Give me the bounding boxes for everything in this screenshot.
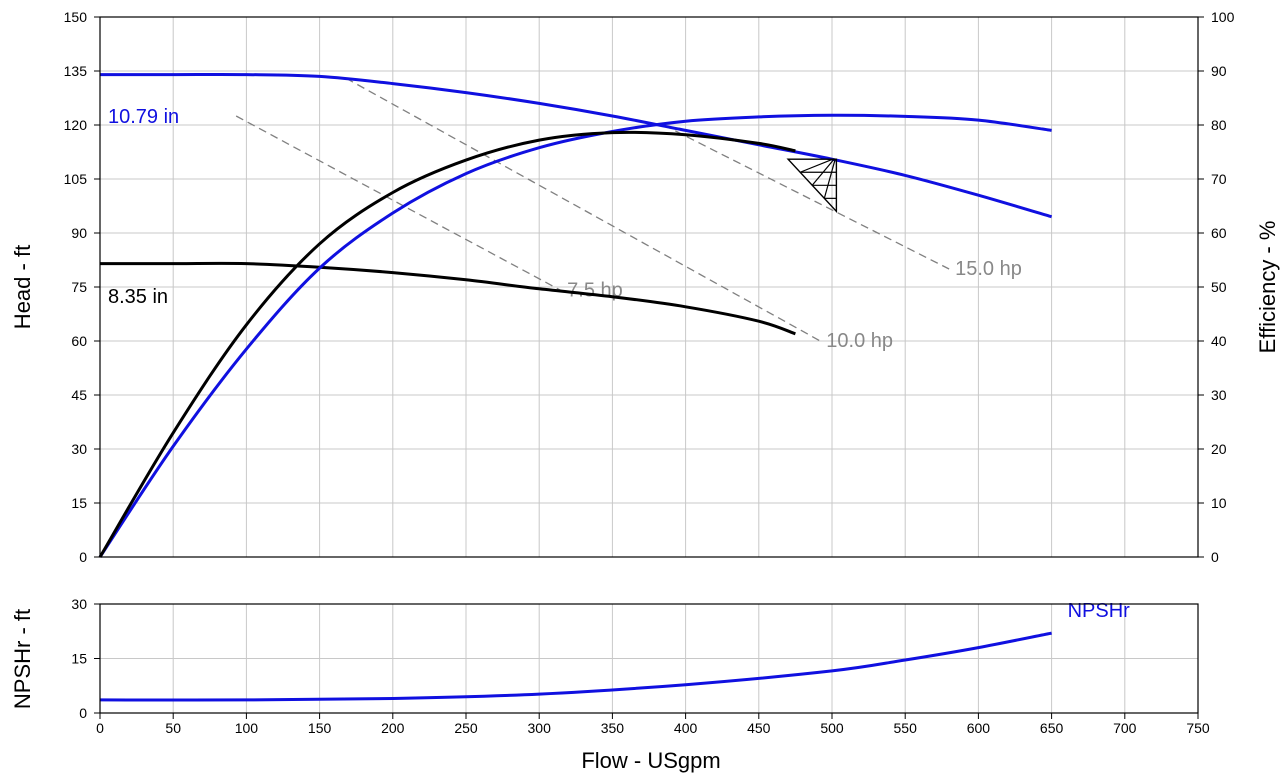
flow-tick-label: 200 <box>381 720 405 736</box>
flow-tick-label: 600 <box>967 720 991 736</box>
head-tick-label: 0 <box>79 549 87 565</box>
flow-tick-label: 350 <box>601 720 625 736</box>
head-tick-label: 90 <box>71 225 87 241</box>
flow-tick-label: 700 <box>1113 720 1137 736</box>
npshr-curve <box>99 631 1052 702</box>
efficiency-tick-label: 80 <box>1211 117 1227 133</box>
npshr-tick-label: 30 <box>71 596 87 612</box>
flow-tick-label: 150 <box>308 720 332 736</box>
efficiency-tick-label: 20 <box>1211 441 1227 457</box>
npshr-axis-title: NPSHr - ft <box>10 609 35 709</box>
efficiency-curve <box>98 130 796 558</box>
head-curve <box>100 261 796 336</box>
head-curve <box>99 72 1053 219</box>
performance-curves: 10.79 in 8.35 in NPSHr <box>98 72 1131 702</box>
impeller-label-8-35: 8.35 in <box>108 286 168 308</box>
efficiency-tick-label: 100 <box>1211 9 1235 25</box>
head-tick-label: 45 <box>71 387 87 403</box>
head-tick-label: 105 <box>64 171 88 187</box>
bep-diagonal-hatch <box>811 158 835 186</box>
head-tick-label: 15 <box>71 495 87 511</box>
efficiency-tick-label: 40 <box>1211 333 1227 349</box>
flow-tick-label: 750 <box>1186 720 1210 736</box>
tick-labels: 0153045607590105120135150010203040506070… <box>64 9 1235 736</box>
bep-diagonal-hatch <box>799 158 833 173</box>
efficiency-tick-label: 30 <box>1211 387 1227 403</box>
bep-diagonal-hatch <box>823 159 836 199</box>
efficiency-tick-label: 70 <box>1211 171 1227 187</box>
head-tick-label: 75 <box>71 279 87 295</box>
npsh-plot-gridlines <box>99 603 1199 714</box>
main-plot-gridlines <box>99 16 1199 558</box>
head-tick-label: 150 <box>64 9 88 25</box>
flow-tick-label: 500 <box>820 720 844 736</box>
power-line <box>235 115 562 292</box>
efficiency-tick-label: 60 <box>1211 225 1227 241</box>
efficiency-tick-label: 10 <box>1211 495 1227 511</box>
head-tick-label: 60 <box>71 333 87 349</box>
efficiency-tick-label: 0 <box>1211 549 1219 565</box>
npshr-tick-label: 15 <box>71 651 87 667</box>
power-line-label: 10.0 hp <box>826 330 893 352</box>
flow-axis-title: Flow - USgpm <box>581 748 720 773</box>
efficiency-tick-label: 50 <box>1211 279 1227 295</box>
power-line <box>663 124 950 270</box>
efficiency-curve <box>98 113 1052 558</box>
impeller-label-10-79: 10.79 in <box>108 106 179 128</box>
power-line-label: 15.0 hp <box>955 258 1022 280</box>
flow-tick-label: 50 <box>165 720 181 736</box>
npshr-tick-label: 0 <box>79 705 87 721</box>
head-tick-label: 30 <box>71 441 87 457</box>
npshr-curve-label: NPSHr <box>1068 600 1131 622</box>
flow-tick-label: 450 <box>747 720 771 736</box>
efficiency-tick-label: 90 <box>1211 63 1227 79</box>
flow-tick-label: 550 <box>894 720 918 736</box>
bep-marker <box>786 158 838 214</box>
flow-tick-label: 100 <box>235 720 259 736</box>
flow-tick-label: 250 <box>454 720 478 736</box>
head-tick-label: 120 <box>64 117 88 133</box>
efficiency-axis-title: Efficiency - % <box>1255 221 1280 354</box>
flow-tick-label: 400 <box>674 720 698 736</box>
flow-tick-label: 0 <box>96 720 104 736</box>
head-axis-title: Head - ft <box>10 245 35 329</box>
head-tick-label: 135 <box>64 63 88 79</box>
flow-tick-label: 650 <box>1040 720 1064 736</box>
plot-frames <box>94 16 1204 719</box>
flow-tick-label: 300 <box>528 720 552 736</box>
